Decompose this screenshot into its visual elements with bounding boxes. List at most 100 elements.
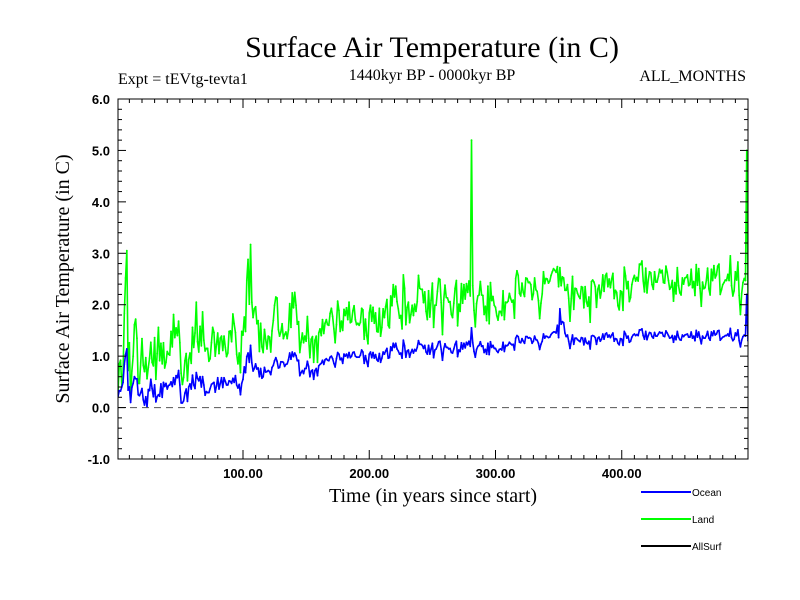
data-point <box>481 294 484 297</box>
data-point <box>291 351 294 353</box>
x-tick-label: 300.00 <box>476 466 516 481</box>
data-point <box>209 387 212 390</box>
data-point <box>278 335 281 337</box>
data-point <box>586 305 589 308</box>
data-point <box>216 332 219 334</box>
data-point <box>512 343 515 346</box>
data-point <box>546 278 549 280</box>
data-point <box>413 348 416 351</box>
data-point <box>709 294 712 296</box>
data-point <box>178 384 181 386</box>
data-point <box>562 277 565 279</box>
data-point <box>641 260 643 262</box>
data-point <box>697 267 700 270</box>
data-point <box>537 342 540 345</box>
data-point <box>459 350 462 353</box>
data-point <box>541 293 544 295</box>
data-point <box>327 359 330 362</box>
data-point <box>165 361 167 364</box>
data-point <box>713 264 715 267</box>
data-point <box>558 307 561 310</box>
data-point <box>148 357 151 360</box>
data-point <box>388 356 391 359</box>
data-point <box>276 297 278 299</box>
data-point <box>653 331 656 334</box>
data-point <box>127 389 129 391</box>
data-point <box>184 359 186 362</box>
data-point <box>336 300 339 303</box>
data-point <box>436 290 439 293</box>
data-point <box>210 341 213 344</box>
data-point <box>625 337 628 340</box>
data-point <box>473 350 475 353</box>
data-point <box>421 288 424 291</box>
data-point <box>595 306 598 309</box>
data-point <box>204 394 207 397</box>
data-point <box>681 277 684 279</box>
data-point <box>690 331 693 333</box>
data-point <box>718 329 720 332</box>
data-point <box>529 337 532 340</box>
data-point <box>142 398 145 401</box>
data-point <box>451 316 454 319</box>
data-point <box>579 297 581 300</box>
data-point <box>465 282 468 285</box>
data-point <box>507 300 510 303</box>
data-point <box>412 314 415 317</box>
data-point <box>0 274 1 276</box>
data-point <box>295 304 297 307</box>
data-point <box>619 289 622 292</box>
data-point <box>517 274 520 277</box>
data-point <box>476 345 479 348</box>
y-tick-label: 4.0 <box>92 195 110 210</box>
data-point <box>531 342 534 345</box>
data-point <box>528 281 531 283</box>
data-point <box>394 285 397 288</box>
data-point <box>696 336 699 339</box>
data-point <box>273 359 276 362</box>
data-point <box>474 325 477 328</box>
data-point <box>338 353 340 355</box>
data-point <box>0 263 1 265</box>
data-point <box>423 344 426 347</box>
data-point <box>321 318 324 321</box>
data-point <box>646 338 648 341</box>
data-point <box>420 343 422 346</box>
data-point <box>665 265 667 268</box>
data-point <box>373 322 376 325</box>
data-point <box>200 344 203 347</box>
data-point <box>142 364 145 367</box>
data-point <box>370 320 373 323</box>
data-point <box>282 361 285 364</box>
data-point <box>331 315 334 318</box>
data-point <box>538 348 541 351</box>
data-point <box>553 331 556 333</box>
data-point <box>375 358 378 361</box>
data-point <box>426 353 429 355</box>
data-point <box>720 337 723 340</box>
data-point <box>471 341 474 344</box>
data-point <box>620 290 623 293</box>
data-point <box>196 340 199 343</box>
data-point <box>523 295 526 298</box>
data-point <box>731 339 734 342</box>
data-point <box>238 352 241 354</box>
data-point <box>610 278 613 280</box>
data-point <box>124 277 127 279</box>
data-point <box>678 291 681 294</box>
data-point <box>408 356 411 359</box>
data-point <box>182 376 185 379</box>
data-point <box>146 377 148 380</box>
data-point <box>281 322 284 325</box>
data-point <box>282 337 285 340</box>
data-point <box>314 369 316 372</box>
data-point <box>692 335 695 337</box>
data-point <box>522 340 525 343</box>
data-point <box>495 350 498 352</box>
data-point <box>565 335 568 338</box>
legend-label: Land <box>692 515 714 526</box>
data-point <box>283 365 286 368</box>
data-point <box>379 335 382 337</box>
data-point <box>629 296 632 299</box>
data-point <box>456 355 459 358</box>
